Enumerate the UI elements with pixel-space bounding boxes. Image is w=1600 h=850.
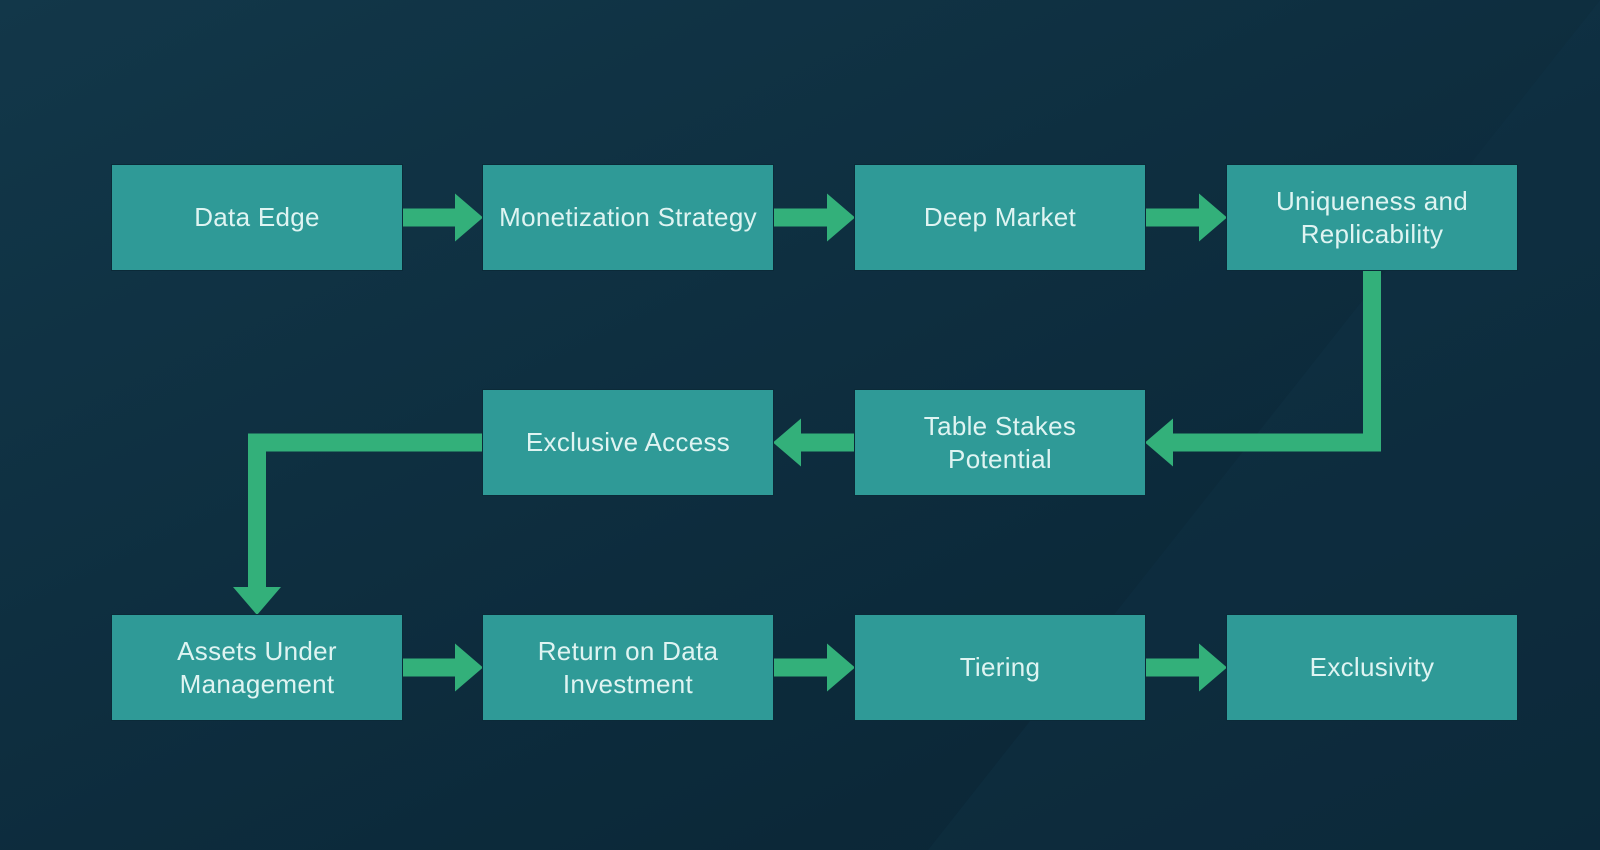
flowchart-node-n8: Return on Data Investment [483,615,773,720]
flowchart-node-n2: Monetization Strategy [483,165,773,270]
flowchart-node-label: Exclusivity [1310,651,1435,684]
flowchart-node-n6: Exclusive Access [483,390,773,495]
flowchart-node-n7: Assets Under Management [112,615,402,720]
flowchart-node-label: Uniqueness and Replicability [1241,185,1503,250]
flowchart-node-label: Data Edge [194,201,320,234]
flowchart-node-label: Exclusive Access [526,426,730,459]
flowchart-node-label: Monetization Strategy [499,201,757,234]
flowchart-node-n4: Uniqueness and Replicability [1227,165,1517,270]
flowchart-node-n5: Table Stakes Potential [855,390,1145,495]
flowchart-node-label: Assets Under Management [126,635,388,700]
flowchart-node-label: Table Stakes Potential [869,410,1131,475]
flowchart-node-n1: Data Edge [112,165,402,270]
flowchart-node-label: Tiering [960,651,1041,684]
flowchart-node-n3: Deep Market [855,165,1145,270]
connectors-layer [0,0,1600,850]
flowchart-node-label: Return on Data Investment [497,635,759,700]
flowchart-node-n9: Tiering [855,615,1145,720]
flowchart-node-label: Deep Market [924,201,1076,234]
flowchart-canvas: Data Edge Monetization Strategy Deep Marke… [0,0,1600,850]
flowchart-node-n10: Exclusivity [1227,615,1517,720]
